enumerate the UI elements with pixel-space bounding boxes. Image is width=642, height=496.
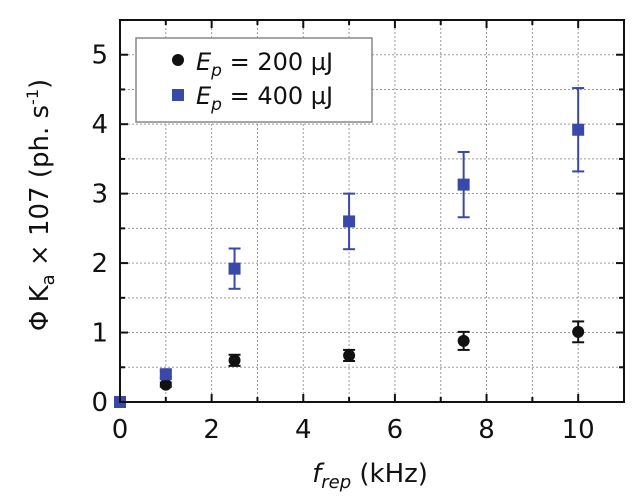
data-point-series-2 <box>572 123 585 136</box>
error-bars <box>159 87 585 388</box>
y-tick-label: 4 <box>91 110 108 140</box>
legend-box <box>135 37 373 123</box>
y-tick-label: 3 <box>91 180 108 210</box>
legend: Ep = 200 µJ Ep = 400 µJ <box>135 37 373 123</box>
y-tick-label: 1 <box>91 319 108 349</box>
legend-marker-series-2 <box>172 89 184 101</box>
plot-frame <box>119 19 625 403</box>
y-tick-label: 0 <box>91 388 108 418</box>
x-tick-label: 4 <box>295 415 312 445</box>
legend-marker-series-1 <box>172 54 184 66</box>
x-tick-label: 6 <box>387 415 404 445</box>
data-point-series-1 <box>457 334 470 347</box>
axis-ticks: 0 2 4 6 8 10 0 1 2 3 4 5 <box>91 19 625 445</box>
y-axis-label: Φ Ka × 107 (ph. s-1) <box>23 79 59 331</box>
x-tick-label: 0 <box>112 415 129 445</box>
legend-label-series-2: Ep = 400 µJ <box>196 82 333 115</box>
data-point-series-1 <box>228 354 241 367</box>
data-point-series-1 <box>159 378 172 391</box>
data-point-series-1 <box>572 325 585 338</box>
x-axis-label: frep (kHz) <box>312 459 428 493</box>
data-point-series-2 <box>457 178 470 191</box>
data-point-series-1 <box>343 349 356 362</box>
data-points <box>114 123 585 408</box>
x-tick-label: 8 <box>478 415 495 445</box>
x-tick-label: 10 <box>562 415 595 445</box>
data-point-series-2 <box>228 262 241 275</box>
data-point-series-2 <box>343 215 356 228</box>
y-tick-label: 5 <box>91 41 108 71</box>
y-tick-label: 2 <box>91 249 108 279</box>
x-tick-label: 2 <box>203 415 220 445</box>
data-point-series-2 <box>159 368 172 381</box>
legend-label-series-1: Ep = 200 µJ <box>196 48 333 81</box>
